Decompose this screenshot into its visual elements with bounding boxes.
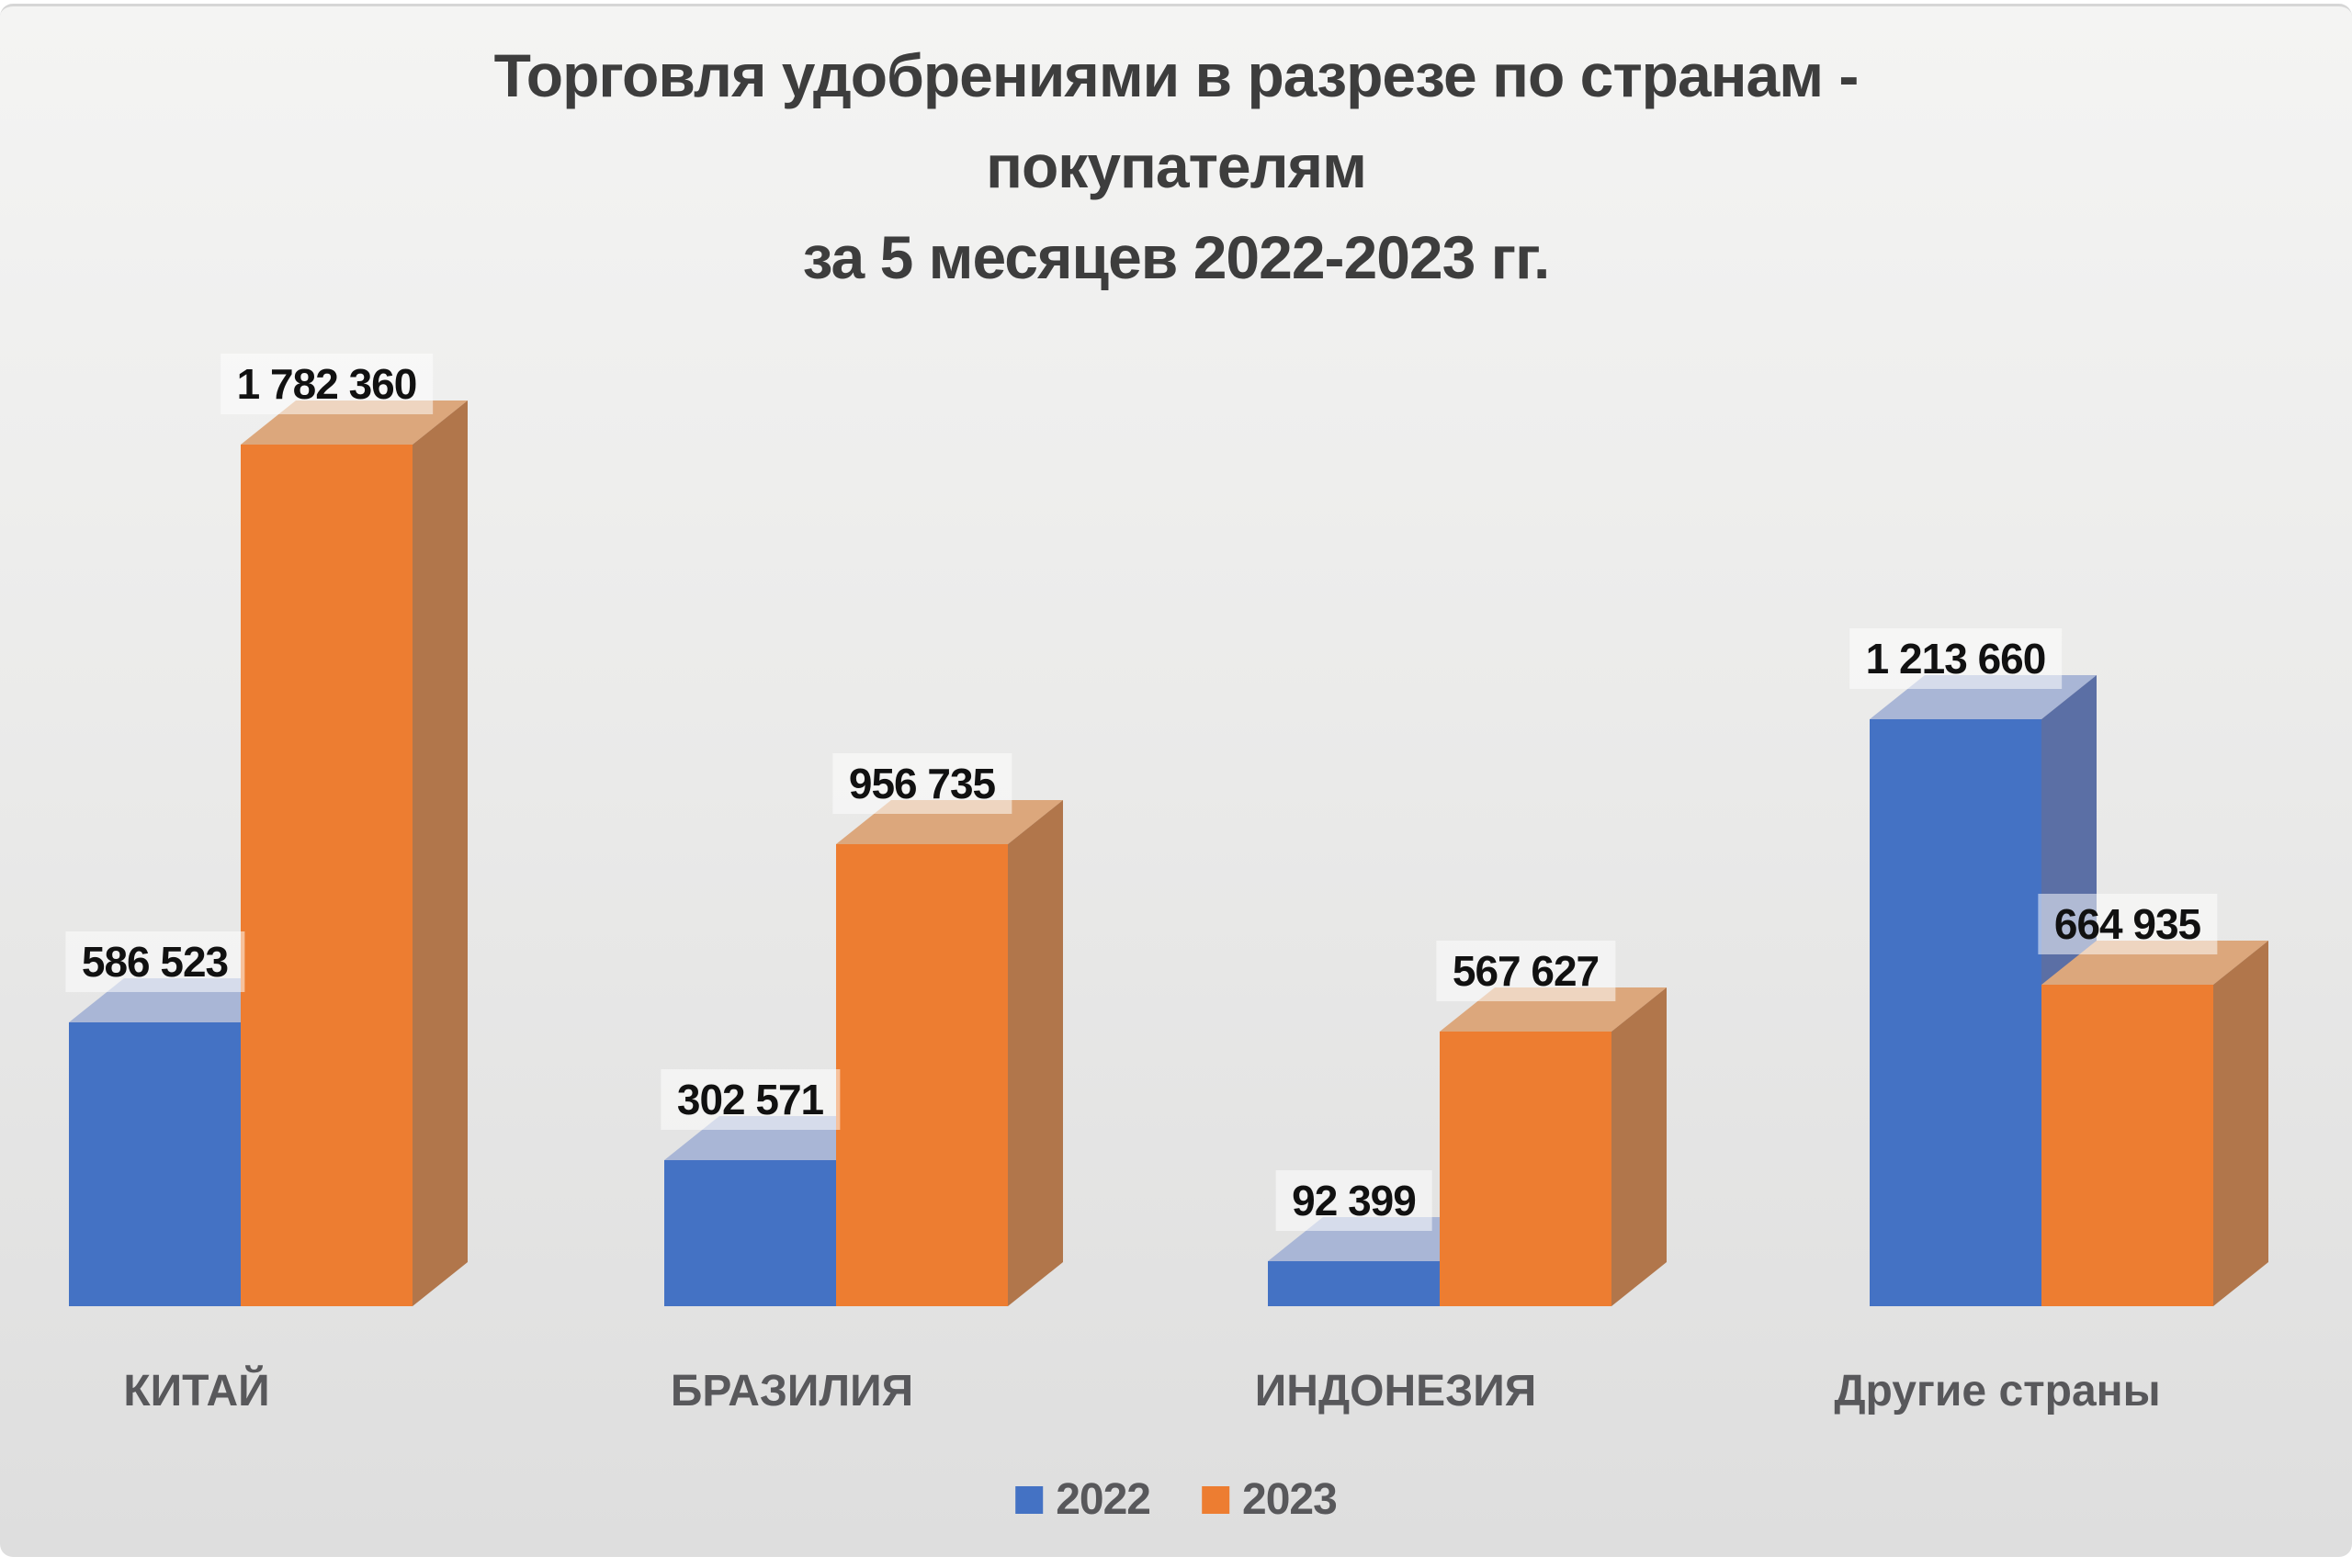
chart-title-line-3: за 5 месяцев 2022-2023 гг. [802,223,1551,291]
bar-chart-plot-area [69,400,2268,1306]
legend-swatch-2023-icon [1202,1485,1229,1514]
legend-label-2022: 2022 [1056,1475,1151,1524]
value-label-2022-2: 92 399 [1275,1170,1432,1231]
bar-2023-2 [1440,1032,1611,1306]
value-label-2023-1: 956 735 [831,753,1012,814]
bar-side-2023-1 [1008,800,1063,1306]
value-label-2023-3: 664 935 [2037,894,2218,954]
bar-2022-3 [1870,719,2041,1306]
category-label-2: ИНДОНЕЗИЯ [1254,1367,1537,1416]
legend-swatch-2022-icon [1015,1485,1044,1514]
legend-item-2023: 2023 [1202,1474,1338,1525]
bar-2023-3 [2041,985,2213,1306]
bar-side-2023-2 [1611,987,1667,1306]
bar-side-2023-0 [413,400,468,1306]
value-label-2022-0: 586 523 [64,931,245,992]
bar-2023-1 [836,844,1008,1306]
category-label-3: Другие страны [1834,1367,2161,1416]
bar-2022-0 [69,1022,241,1306]
legend-item-2022: 2022 [1015,1474,1151,1525]
slide-background: Торговля удобрениями в разрезе по страна… [0,4,2352,1557]
bar-side-2023-3 [2213,941,2268,1306]
bar-2022-2 [1268,1261,1440,1306]
chart-title-line-1: Торговля удобрениями в разрезе по страна… [493,41,1860,109]
bar-2022-1 [664,1160,836,1306]
category-label-0: КИТАЙ [123,1367,270,1416]
value-label-2023-0: 1 782 360 [220,354,434,414]
chart-title-line-2: покупателям [986,132,1367,200]
category-label-1: БРАЗИЛИЯ [670,1367,914,1416]
value-label-2023-2: 567 627 [1435,941,1616,1001]
value-label-2022-3: 1 213 660 [1849,628,2063,689]
bar-2023-0 [241,445,413,1306]
value-label-2022-1: 302 571 [660,1069,841,1130]
legend-label-2023: 2023 [1242,1475,1338,1524]
legend: 2022 2023 [1015,1474,1338,1525]
chart-title: Торговля удобрениями в разрезе по страна… [0,30,2352,303]
